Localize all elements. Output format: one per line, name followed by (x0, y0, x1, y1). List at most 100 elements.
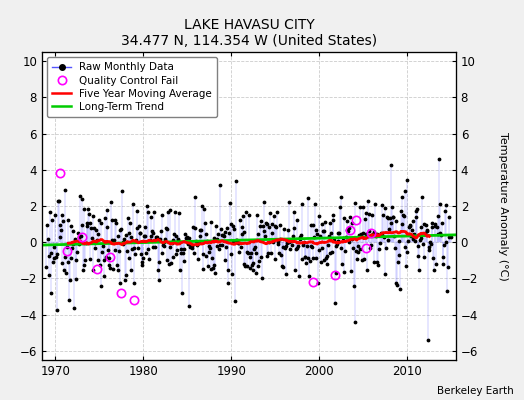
Point (116, 279, 125, 286)
Point (253, 212, 261, 218)
Point (245, 212, 253, 218)
Point (171, 209, 179, 216)
Point (125, 230, 134, 236)
Point (271, 256, 279, 262)
Point (121, 277, 129, 283)
Point (344, 228, 352, 234)
Point (71, 235, 79, 242)
Point (357, 231, 365, 237)
Point (173, 246, 181, 253)
Point (331, 270, 340, 276)
Point (115, 227, 124, 234)
Point (64, 217, 72, 223)
Point (69, 241, 77, 248)
Point (286, 246, 294, 252)
Point (54, 198, 62, 204)
Point (133, 225, 141, 231)
Point (358, 257, 366, 263)
Point (406, 222, 414, 229)
Point (232, 236, 240, 243)
Point (197, 226, 205, 233)
Point (291, 267, 299, 273)
Point (103, 224, 112, 230)
Point (155, 259, 163, 266)
Point (411, 214, 420, 220)
Point (309, 255, 318, 261)
Point (216, 241, 224, 248)
Point (373, 231, 381, 238)
Point (367, 232, 376, 238)
Point (300, 239, 308, 246)
Point (296, 234, 304, 240)
Point (365, 210, 374, 217)
Point (351, 200, 359, 207)
Point (242, 209, 250, 215)
Point (104, 262, 113, 268)
Point (419, 254, 428, 260)
Point (75, 241, 83, 248)
Point (221, 229, 230, 235)
Point (118, 188, 126, 194)
Point (341, 248, 349, 254)
Point (217, 226, 225, 232)
Point (344, 239, 353, 245)
Point (346, 214, 354, 220)
Point (264, 250, 272, 256)
Point (178, 289, 187, 296)
Point (122, 272, 130, 278)
Point (91, 240, 99, 246)
Point (388, 204, 396, 210)
Point (84, 206, 92, 212)
Point (349, 245, 357, 251)
Point (85, 211, 93, 217)
Point (259, 222, 267, 229)
Point (238, 231, 246, 238)
Point (400, 188, 409, 194)
Point (430, 220, 439, 227)
Point (117, 226, 125, 232)
Point (182, 239, 191, 245)
Point (282, 243, 290, 249)
Point (141, 233, 149, 239)
Point (128, 246, 136, 253)
Point (384, 237, 392, 243)
Point (324, 242, 332, 248)
Point (127, 267, 136, 273)
Point (285, 198, 293, 205)
Point (46, 209, 54, 215)
Point (364, 228, 373, 234)
Point (362, 231, 370, 237)
Point (247, 250, 255, 256)
Point (196, 226, 205, 233)
Point (73, 249, 81, 255)
Point (318, 244, 326, 251)
Point (342, 218, 351, 224)
Point (221, 257, 229, 263)
Point (381, 271, 390, 277)
Point (175, 209, 183, 216)
Point (80, 206, 89, 212)
Point (179, 258, 188, 264)
Point (333, 230, 342, 236)
Point (135, 223, 143, 230)
Legend: Raw Monthly Data, Quality Control Fail, Five Year Moving Average, Long-Term Tren: Raw Monthly Data, Quality Control Fail, … (47, 57, 217, 117)
Point (223, 225, 231, 231)
Point (199, 251, 208, 258)
Text: Berkeley Earth: Berkeley Earth (437, 386, 514, 396)
Point (427, 241, 435, 248)
Point (71, 257, 80, 264)
Point (212, 222, 220, 229)
Point (114, 232, 123, 239)
Point (412, 208, 420, 214)
Point (78, 196, 86, 203)
Point (101, 215, 109, 222)
Point (313, 231, 321, 237)
Point (183, 234, 191, 241)
Point (111, 216, 119, 223)
Point (274, 239, 282, 245)
Point (96, 283, 105, 289)
Point (184, 234, 193, 241)
Point (239, 213, 247, 219)
Point (330, 237, 338, 243)
Point (256, 218, 265, 224)
